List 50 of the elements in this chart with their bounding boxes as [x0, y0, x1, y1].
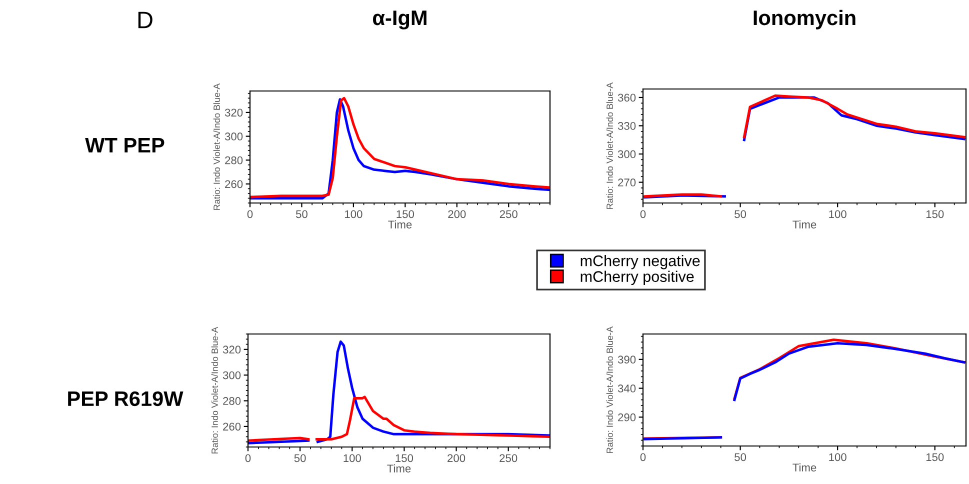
x-tick-label: 200	[448, 454, 466, 462]
chart-title: Ionomycin	[754, 10, 856, 30]
x-axis-title: Time	[792, 463, 816, 472]
x-tick-label: 50	[734, 453, 746, 462]
x-axis-title: Time	[792, 220, 816, 228]
x-tick-label: 150	[396, 454, 414, 462]
x-tick-label: 150	[396, 210, 414, 218]
y-tick-label: 280	[223, 397, 241, 405]
x-tick-label: 250	[500, 210, 518, 218]
y-tick-label: 330	[618, 122, 636, 130]
x-tick-label: 50	[294, 454, 306, 462]
y-tick-label: 300	[618, 150, 636, 158]
y-tick-label: 280	[225, 156, 243, 164]
y-tick-label: 270	[618, 178, 636, 186]
y-tick-label: 320	[222, 346, 241, 354]
x-tick-label: 100	[344, 454, 361, 462]
text: WT PEP	[85, 138, 164, 152]
y-tick-label: 340	[618, 384, 636, 392]
y-tick-label: 320	[224, 108, 243, 117]
x-tick-label: 100	[829, 210, 846, 218]
y-axis-title: Ratio: Indo Violet-A/Indo Blue-A	[606, 326, 613, 453]
y-tick-label: 260	[223, 422, 241, 431]
x-tick-label: 50	[734, 210, 746, 218]
text: D	[138, 12, 152, 28]
x-tick-label: 250	[500, 454, 518, 462]
x-tick-label: 150	[926, 453, 944, 462]
text: PEP R619W	[68, 391, 184, 406]
y-axis-title: Ratio: Indo Violet-A/Indo Blue-A	[213, 83, 220, 210]
x-axis-title: Time	[387, 464, 411, 472]
y-tick-label: 260	[225, 180, 243, 188]
y-tick-label: 300	[224, 132, 243, 140]
y-axis-title: Ratio: Indo Violet-A/Indo Blue-A	[606, 82, 613, 209]
legend-label: mCherry negative	[580, 254, 700, 270]
x-tick-label: 100	[345, 210, 362, 218]
chart-title: α-IgM	[373, 10, 426, 30]
x-tick-label: 150	[926, 210, 944, 218]
y-tick-label: 390	[618, 356, 636, 364]
legend-label: mCherry positive	[580, 270, 694, 286]
x-tick-label: 0	[247, 210, 253, 218]
x-tick-label: 0	[640, 210, 646, 218]
x-tick-label: 0	[640, 453, 646, 462]
x-tick-label: 50	[296, 210, 308, 218]
y-axis-title: Ratio: Indo Violet-A/Indo Blue-A	[211, 326, 218, 454]
x-tick-label: 0	[245, 454, 251, 462]
x-tick-label: 200	[448, 210, 466, 218]
y-tick-label: 290	[618, 413, 636, 422]
y-tick-label: 300	[222, 371, 241, 380]
y-tick-label: 360	[618, 94, 636, 102]
x-axis-title: Time	[388, 220, 412, 228]
x-tick-label: 100	[829, 453, 846, 462]
